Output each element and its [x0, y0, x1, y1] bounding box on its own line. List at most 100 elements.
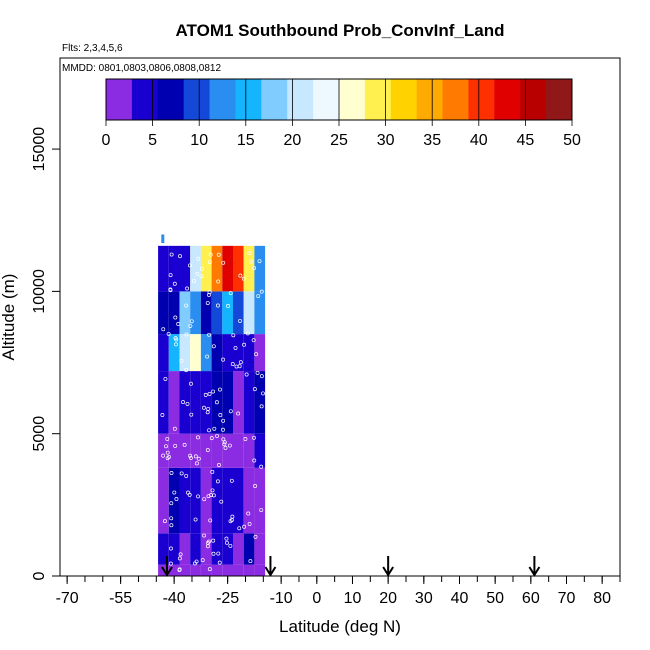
sample-marker — [216, 551, 221, 556]
heatmap-cell — [190, 533, 201, 565]
sample-marker — [228, 519, 233, 524]
heatmap-cell — [222, 334, 233, 372]
sample-marker — [217, 560, 222, 565]
sample-marker — [252, 458, 257, 463]
sample-marker — [195, 271, 200, 276]
sample-marker — [165, 436, 170, 441]
sample-marker — [193, 517, 198, 522]
chart-title: ATOM1 Southbound Prob_ConvInf_Land — [176, 21, 505, 40]
sample-marker — [169, 516, 174, 521]
heatmap-cell — [232, 467, 244, 534]
heatmap-cell — [168, 533, 180, 565]
heatmap-cell — [179, 433, 191, 468]
sample-marker — [165, 450, 170, 455]
x-tick-label: 0 — [312, 590, 321, 607]
sample-marker — [196, 256, 201, 261]
sample-marker — [188, 455, 193, 460]
sample-marker — [228, 291, 233, 296]
sample-marker — [256, 294, 261, 298]
sample-marker — [177, 556, 182, 561]
heatmap-cell — [179, 334, 191, 372]
sample-marker — [215, 303, 220, 308]
y-tick-label: 0 — [31, 571, 48, 580]
heatmap-cell — [222, 467, 233, 534]
heatmap-cell — [211, 433, 223, 468]
heatmap-cell — [243, 433, 255, 468]
colorbar-swatch — [520, 79, 547, 120]
sample-marker — [194, 461, 199, 466]
sample-marker — [173, 443, 178, 448]
heatmap-cell — [179, 533, 191, 565]
dates-subtitle: MMDD: 0801,0803,0806,0808,0812 — [62, 63, 221, 74]
x-tick-label: 40 — [451, 590, 469, 607]
heatmap-cell — [243, 245, 255, 292]
colorbar: 0 5 10 15 20 25 30 35 40 45 50 — [102, 78, 581, 149]
flight-arrow-head — [382, 566, 395, 577]
heatmap-cell — [211, 291, 223, 335]
heatmap-cell — [168, 245, 180, 292]
y-tick-label: 5000 — [31, 416, 48, 452]
colorbar-swatch — [364, 79, 392, 120]
sample-marker — [257, 259, 262, 264]
x-tick-label: 30 — [415, 590, 433, 607]
heatmap-cell — [161, 234, 165, 243]
sample-marker — [161, 327, 166, 332]
y-axis: 0 5000 10000 15000 — [31, 127, 60, 580]
sample-marker — [244, 372, 249, 377]
flight-arrow-head — [161, 566, 173, 577]
sample-marker — [182, 442, 187, 447]
sample-marker — [247, 251, 252, 256]
heatmap-cell — [158, 433, 169, 468]
sample-marker — [259, 464, 264, 469]
sample-markers — [160, 251, 265, 572]
x-tick-label: -70 — [56, 590, 79, 607]
colorbar-tick-label: 15 — [237, 132, 255, 149]
y-tick-label: 10000 — [31, 269, 48, 314]
sample-marker — [231, 333, 236, 338]
colorbar-tick-label: 40 — [470, 132, 488, 149]
sample-marker — [259, 374, 264, 379]
sample-marker — [164, 444, 168, 449]
sample-marker — [251, 338, 256, 343]
heatmap-cell — [232, 564, 244, 576]
sample-marker — [184, 368, 189, 373]
flight-arrow-head — [528, 566, 541, 577]
sample-marker — [188, 263, 192, 268]
sample-marker — [178, 254, 182, 259]
sample-marker — [242, 524, 247, 529]
heatmap-cell — [222, 533, 233, 565]
sample-marker — [209, 493, 214, 498]
sample-marker — [176, 322, 181, 326]
sample-marker — [188, 323, 193, 328]
x-axis-label: Latitude (deg N) — [279, 617, 401, 636]
sample-marker — [208, 518, 213, 523]
sample-marker — [254, 352, 259, 357]
sample-marker — [172, 426, 177, 431]
sample-marker — [179, 471, 184, 476]
sample-marker — [162, 519, 167, 524]
heatmap-cell — [179, 291, 191, 335]
colorbar-swatch — [209, 79, 236, 120]
sample-marker — [181, 400, 186, 405]
sample-marker — [169, 252, 174, 257]
sample-marker — [237, 526, 242, 531]
sample-marker — [205, 410, 210, 415]
sample-marker — [205, 354, 210, 359]
sample-marker — [160, 413, 165, 417]
x-tick-label: -10 — [270, 590, 293, 607]
sample-marker — [221, 357, 225, 362]
sample-marker — [211, 389, 216, 394]
sample-marker — [238, 273, 243, 278]
sample-marker — [185, 401, 190, 406]
sample-marker — [174, 496, 179, 501]
x-axis: -70 -55 -40 -25 -10 0 10 20 30 40 50 60 70 80 — [56, 576, 621, 607]
x-tick-label: 70 — [558, 590, 576, 607]
sample-marker — [165, 456, 170, 461]
colorbar-tick-label: 25 — [330, 132, 348, 149]
colorbar-swatch — [468, 79, 495, 120]
heatmap-cell — [254, 334, 266, 372]
sample-marker — [211, 344, 216, 349]
heatmap-cell — [232, 291, 244, 335]
heatmap-cell — [254, 533, 266, 565]
